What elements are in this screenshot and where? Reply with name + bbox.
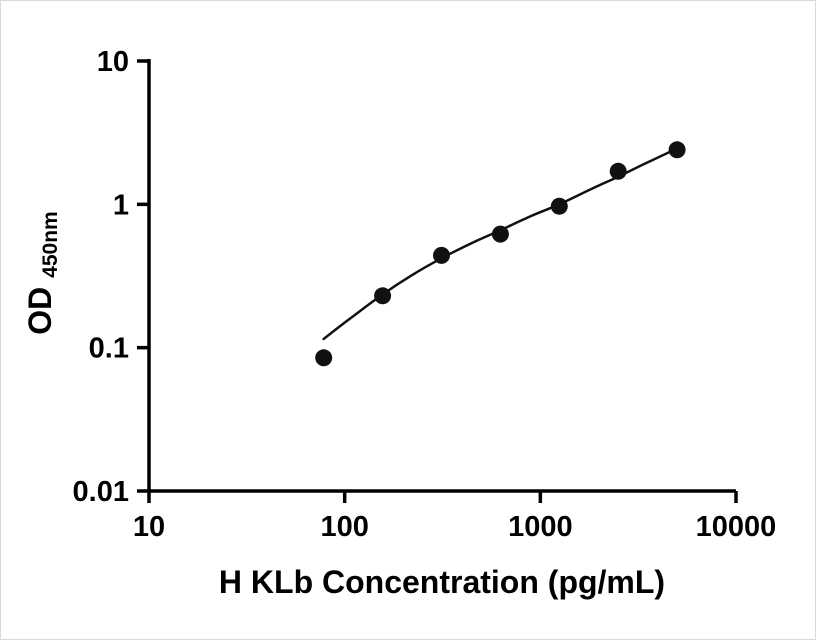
y-axis-title-subscript: 450nm — [39, 211, 62, 278]
y-axis-ticks: 0.01 0.1 1 10 — [73, 46, 149, 508]
data-point — [550, 197, 568, 215]
y-tick-label: 0.1 — [89, 333, 129, 365]
y-axis-title-main: OD — [22, 287, 58, 335]
data-point — [374, 287, 392, 305]
data-point — [315, 349, 333, 367]
x-tick-label: 10 — [133, 511, 165, 543]
data-point — [668, 141, 686, 159]
x-tick-label: 1000 — [508, 511, 573, 543]
y-tick-label: 1 — [113, 189, 129, 221]
x-tick-label: 100 — [320, 511, 368, 543]
y-tick-label: 10 — [97, 46, 129, 78]
x-tick-label: 10000 — [696, 511, 777, 543]
x-axis-ticks: 10 100 1000 10000 — [133, 491, 776, 543]
data-point — [491, 225, 509, 243]
y-tick-label: 0.01 — [73, 476, 129, 508]
data-point — [433, 246, 450, 264]
axes-frame — [147, 59, 736, 493]
data-point — [609, 162, 627, 180]
x-axis-title: H KLb Concentration (pg/mL) — [219, 564, 665, 600]
data-point-layer — [315, 141, 686, 367]
y-axis-title: OD 450nm — [22, 211, 62, 334]
